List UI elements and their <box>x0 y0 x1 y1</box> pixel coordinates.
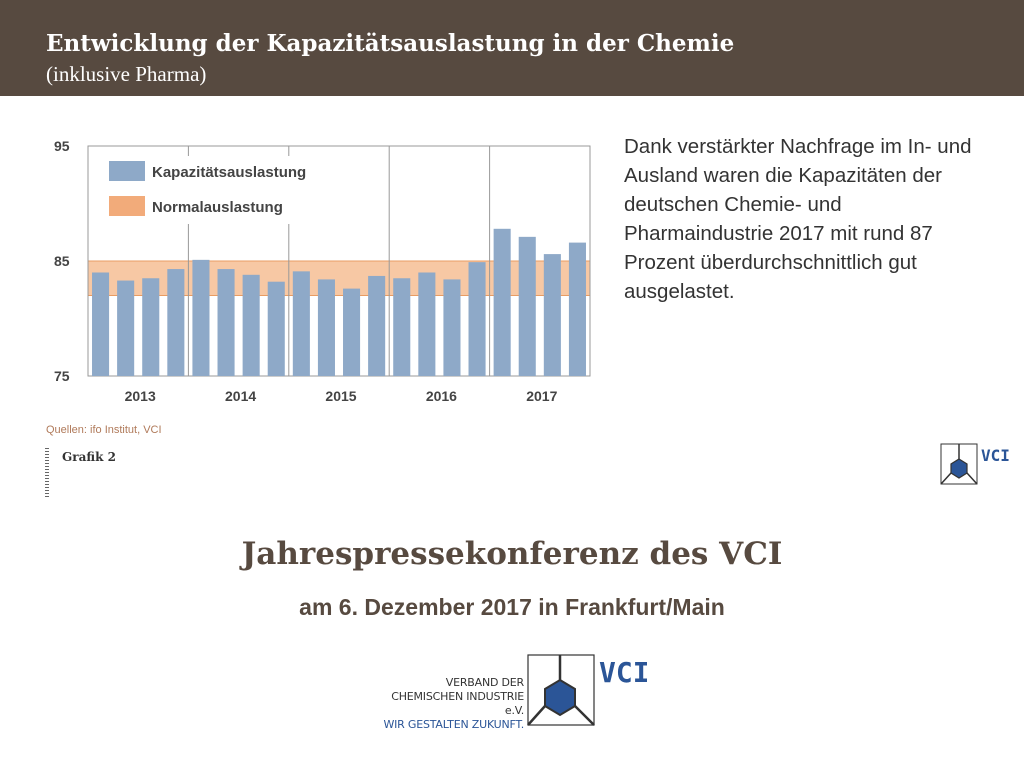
bar <box>217 269 235 376</box>
ruler-decoration <box>45 448 49 498</box>
bar <box>192 259 210 376</box>
bar <box>292 271 310 376</box>
hexagon-icon <box>950 458 968 479</box>
bar <box>142 278 160 376</box>
bar <box>443 279 461 376</box>
hexagon-icon <box>544 678 576 717</box>
bar <box>468 262 486 376</box>
vci-logo-small: VCI <box>940 443 1010 485</box>
normal-band-layer <box>88 260 590 296</box>
logo-line <box>527 705 546 726</box>
description-text: Dank verstärkter Nachfrage im In- und Au… <box>624 135 972 303</box>
vci-line-2: CHEMISCHEN INDUSTRIE e.V. <box>391 690 524 717</box>
normal-band <box>88 261 590 296</box>
bar <box>117 280 135 376</box>
legend-label: Normalauslastung <box>152 199 283 216</box>
header-bar: Entwicklung der Kapazitätsauslastung in … <box>0 0 1024 96</box>
vci-logo-text: VCI <box>981 446 1010 465</box>
bar <box>267 281 285 376</box>
bar-layer <box>92 228 586 376</box>
y-tick-label: 95 <box>54 138 70 154</box>
logo-line <box>574 705 595 726</box>
bar <box>543 254 561 376</box>
x-tick-label: 2017 <box>526 388 557 404</box>
capacity-chart: 75 85 95 2013 2014 2015 2016 2017 Kapazitätsaus… <box>54 138 591 404</box>
logo-line <box>940 472 952 485</box>
y-tick-label: 75 <box>54 368 70 384</box>
legend-swatch <box>109 161 145 181</box>
vci-association-name: VERBAND DER CHEMISCHEN INDUSTRIE e.V. WI… <box>370 676 524 732</box>
bar <box>518 236 536 376</box>
vci-logo-text: VCI <box>599 656 647 689</box>
y-tick-label: 85 <box>54 253 70 269</box>
slide-title: Entwicklung der Kapazitätsauslastung in … <box>46 30 735 57</box>
logo-line <box>966 472 978 485</box>
x-tick-label: 2015 <box>325 388 356 404</box>
plot-frame <box>87 145 591 377</box>
legend-layer: Kapazitätsauslastung Normalauslastung <box>100 156 340 224</box>
vci-logo-large: VCI <box>527 654 647 726</box>
vci-slogan: WIR GESTALTEN ZUKUNFT. <box>383 718 524 731</box>
vci-line-1: VERBAND DER <box>445 676 524 689</box>
bar <box>317 279 335 376</box>
bar <box>343 288 361 376</box>
axis-layer: 75 85 95 2013 2014 2015 2016 2017 <box>54 138 558 404</box>
vci-signature: VERBAND DER CHEMISCHEN INDUSTRIE e.V. WI… <box>370 650 660 732</box>
bar <box>92 272 110 376</box>
x-tick-label: 2016 <box>426 388 457 404</box>
bar <box>418 272 436 376</box>
legend-swatch <box>109 196 145 216</box>
graphic-label: Grafik 2 <box>62 450 116 464</box>
footer-title: Jahrespressekonferenz des VCI <box>241 536 783 572</box>
source-note: Quellen: ifo Institut, VCI <box>46 424 162 436</box>
bar <box>568 242 586 376</box>
bar <box>493 228 511 376</box>
bar <box>393 278 411 376</box>
bar <box>242 274 260 376</box>
footer-subtitle: am 6. Dezember 2017 in Frankfurt/Main <box>299 594 725 620</box>
x-tick-label: 2013 <box>125 388 156 404</box>
x-tick-label: 2014 <box>225 388 256 404</box>
bar <box>368 275 386 376</box>
slide-subtitle: (inklusive Pharma) <box>46 62 207 86</box>
legend-label: Kapazitätsauslastung <box>152 164 306 181</box>
bar <box>167 269 185 376</box>
